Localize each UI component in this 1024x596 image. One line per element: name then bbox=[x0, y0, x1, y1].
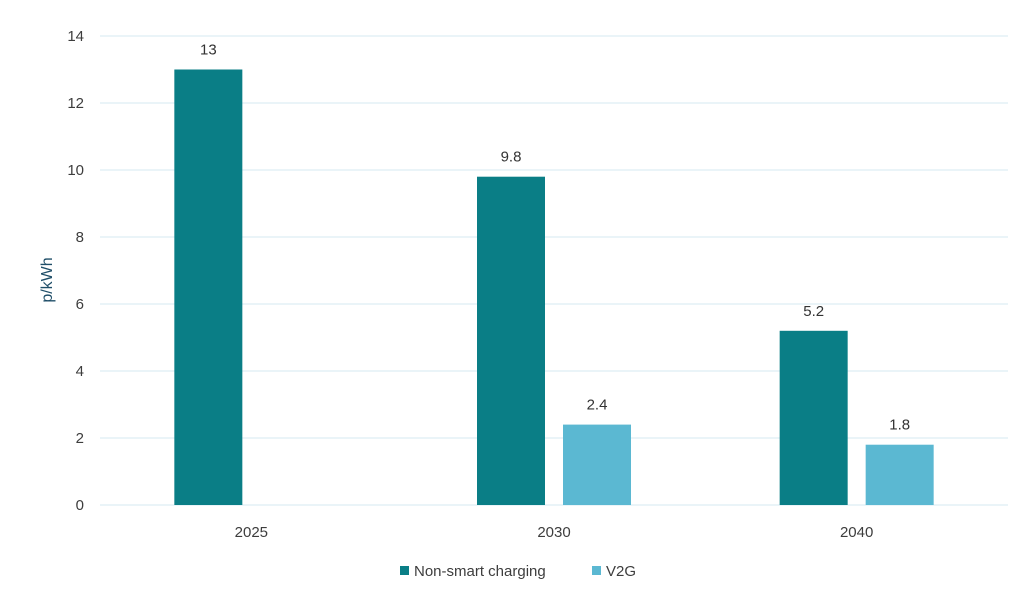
data-labels: 13 9.8 2.4 5.2 1.8 bbox=[200, 42, 910, 434]
y-axis-ticks: 0 2 4 6 8 10 12 14 bbox=[67, 28, 84, 514]
data-label: 1.8 bbox=[889, 417, 910, 434]
gridlines bbox=[100, 35, 1008, 506]
bar bbox=[563, 424, 631, 505]
y-tick-label: 10 bbox=[67, 162, 84, 179]
bar bbox=[477, 176, 545, 505]
bar bbox=[779, 330, 848, 505]
y-tick-label: 6 bbox=[76, 296, 84, 313]
y-tick-label: 4 bbox=[76, 363, 84, 380]
y-tick-label: 12 bbox=[67, 95, 84, 112]
y-axis-label: p/kWh bbox=[39, 257, 56, 302]
data-label: 9.8 bbox=[501, 149, 522, 166]
legend: Non-smart charging V2G bbox=[400, 563, 636, 580]
data-label: 2.4 bbox=[587, 397, 608, 414]
legend-label: Non-smart charging bbox=[414, 563, 546, 580]
data-label: 13 bbox=[200, 42, 217, 59]
data-label: 5.2 bbox=[803, 303, 824, 320]
bars bbox=[174, 69, 934, 505]
y-tick-label: 0 bbox=[76, 497, 84, 514]
legend-label: V2G bbox=[606, 563, 636, 580]
y-tick-label: 8 bbox=[76, 229, 84, 246]
legend-swatch bbox=[592, 566, 601, 575]
bar bbox=[865, 444, 934, 505]
y-tick-label: 2 bbox=[76, 430, 84, 447]
legend-swatch bbox=[400, 566, 409, 575]
x-axis-ticks: 2025 2030 2040 bbox=[235, 524, 874, 541]
x-tick-label: 2040 bbox=[840, 524, 873, 541]
x-tick-label: 2025 bbox=[235, 524, 268, 541]
y-tick-label: 14 bbox=[67, 28, 84, 45]
x-tick-label: 2030 bbox=[537, 524, 570, 541]
bar bbox=[174, 69, 243, 505]
